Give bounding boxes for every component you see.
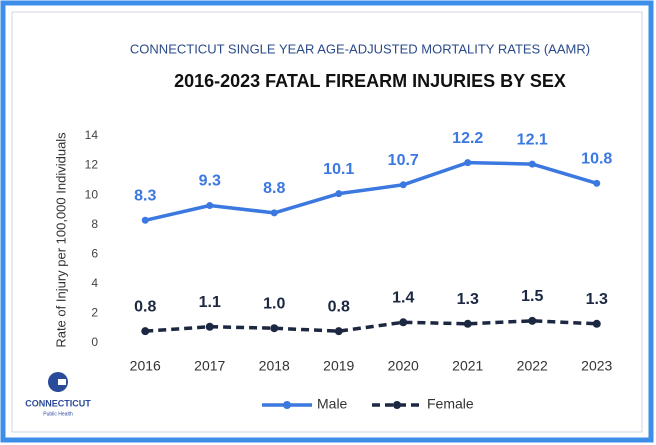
x-tick-label: 2017 [194, 358, 225, 374]
inner-frame [11, 11, 643, 433]
point [206, 201, 214, 209]
x-tick-label: 2019 [323, 358, 354, 374]
x-tick-label: 2018 [259, 358, 290, 374]
data-label: 10.1 [323, 161, 354, 178]
series-line [145, 319, 597, 333]
data-label: 9.3 [199, 173, 221, 190]
data-label: 8.3 [134, 187, 156, 204]
data-label: 0.8 [134, 298, 156, 315]
point [270, 209, 278, 217]
data-label: 1.1 [199, 294, 221, 311]
logo-name: CONNECTICUT [25, 398, 91, 408]
y-tick-label: 2 [91, 306, 98, 320]
x-tick-label: 2023 [581, 358, 612, 374]
chart-title: 2016-2023 FATAL FIREARM INJURIES BY SEX [174, 71, 566, 91]
x-tick-label: 2021 [452, 358, 483, 374]
data-label: 1.0 [263, 295, 285, 312]
legend-label: Male [317, 396, 348, 412]
y-tick-label: 14 [85, 128, 99, 142]
legend-marker [283, 401, 291, 409]
point [593, 179, 601, 187]
point [528, 160, 536, 168]
point [270, 324, 279, 333]
data-label: 1.3 [457, 291, 479, 308]
y-tick-label: 12 [85, 158, 99, 172]
data-label: 12.2 [452, 130, 483, 147]
data-label: 1.4 [392, 290, 414, 307]
y-tick-label: 10 [85, 187, 99, 201]
logo-icon-cut [58, 379, 66, 385]
point [141, 327, 150, 336]
data-label: 12.1 [517, 131, 548, 148]
point [528, 316, 537, 325]
y-tick-label: 8 [91, 217, 98, 231]
y-axis-label: Rate of Injury per 100,000 Individuals [53, 132, 68, 348]
point [335, 190, 343, 198]
y-tick-label: 6 [91, 246, 98, 260]
data-label: 10.7 [388, 152, 419, 169]
y-tick-label: 4 [91, 276, 98, 290]
point [399, 181, 407, 189]
y-tick-label: 0 [91, 335, 98, 349]
legend-marker [393, 401, 401, 409]
point [399, 318, 408, 327]
data-label: 10.8 [581, 151, 612, 168]
data-label: 0.8 [328, 298, 350, 315]
point [464, 159, 472, 167]
point [592, 319, 601, 328]
x-tick-label: 2016 [130, 358, 161, 374]
data-label: 1.3 [586, 291, 608, 308]
x-tick-label: 2022 [517, 358, 548, 374]
series-line [144, 160, 598, 222]
data-label: 8.8 [263, 180, 285, 197]
point [463, 319, 472, 328]
data-label: 1.5 [521, 288, 543, 305]
x-tick-label: 2020 [388, 358, 419, 374]
logo-subtitle: Public Health [43, 411, 73, 417]
point [334, 327, 343, 336]
point [205, 322, 214, 331]
legend-label: Female [427, 396, 474, 412]
point [141, 216, 149, 224]
chart-subtitle: CONNECTICUT SINGLE YEAR AGE-ADJUSTED MOR… [130, 41, 590, 56]
